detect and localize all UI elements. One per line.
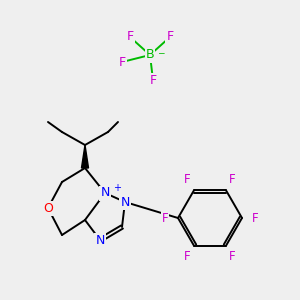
- Text: F: F: [118, 56, 126, 68]
- Text: B: B: [146, 49, 154, 62]
- Text: F: F: [126, 31, 134, 44]
- Text: F: F: [229, 250, 236, 263]
- Text: O: O: [43, 202, 53, 214]
- Text: F: F: [162, 212, 168, 224]
- Text: F: F: [149, 74, 157, 86]
- Text: F: F: [167, 31, 174, 44]
- Text: +: +: [113, 183, 121, 193]
- Text: N: N: [100, 187, 110, 200]
- Polygon shape: [82, 145, 88, 168]
- Text: F: F: [184, 172, 191, 185]
- Text: N: N: [95, 233, 105, 247]
- Text: F: F: [184, 250, 191, 263]
- Text: F: F: [252, 212, 258, 224]
- Text: F: F: [229, 172, 236, 185]
- Text: N: N: [120, 196, 130, 208]
- Text: −: −: [157, 49, 164, 58]
